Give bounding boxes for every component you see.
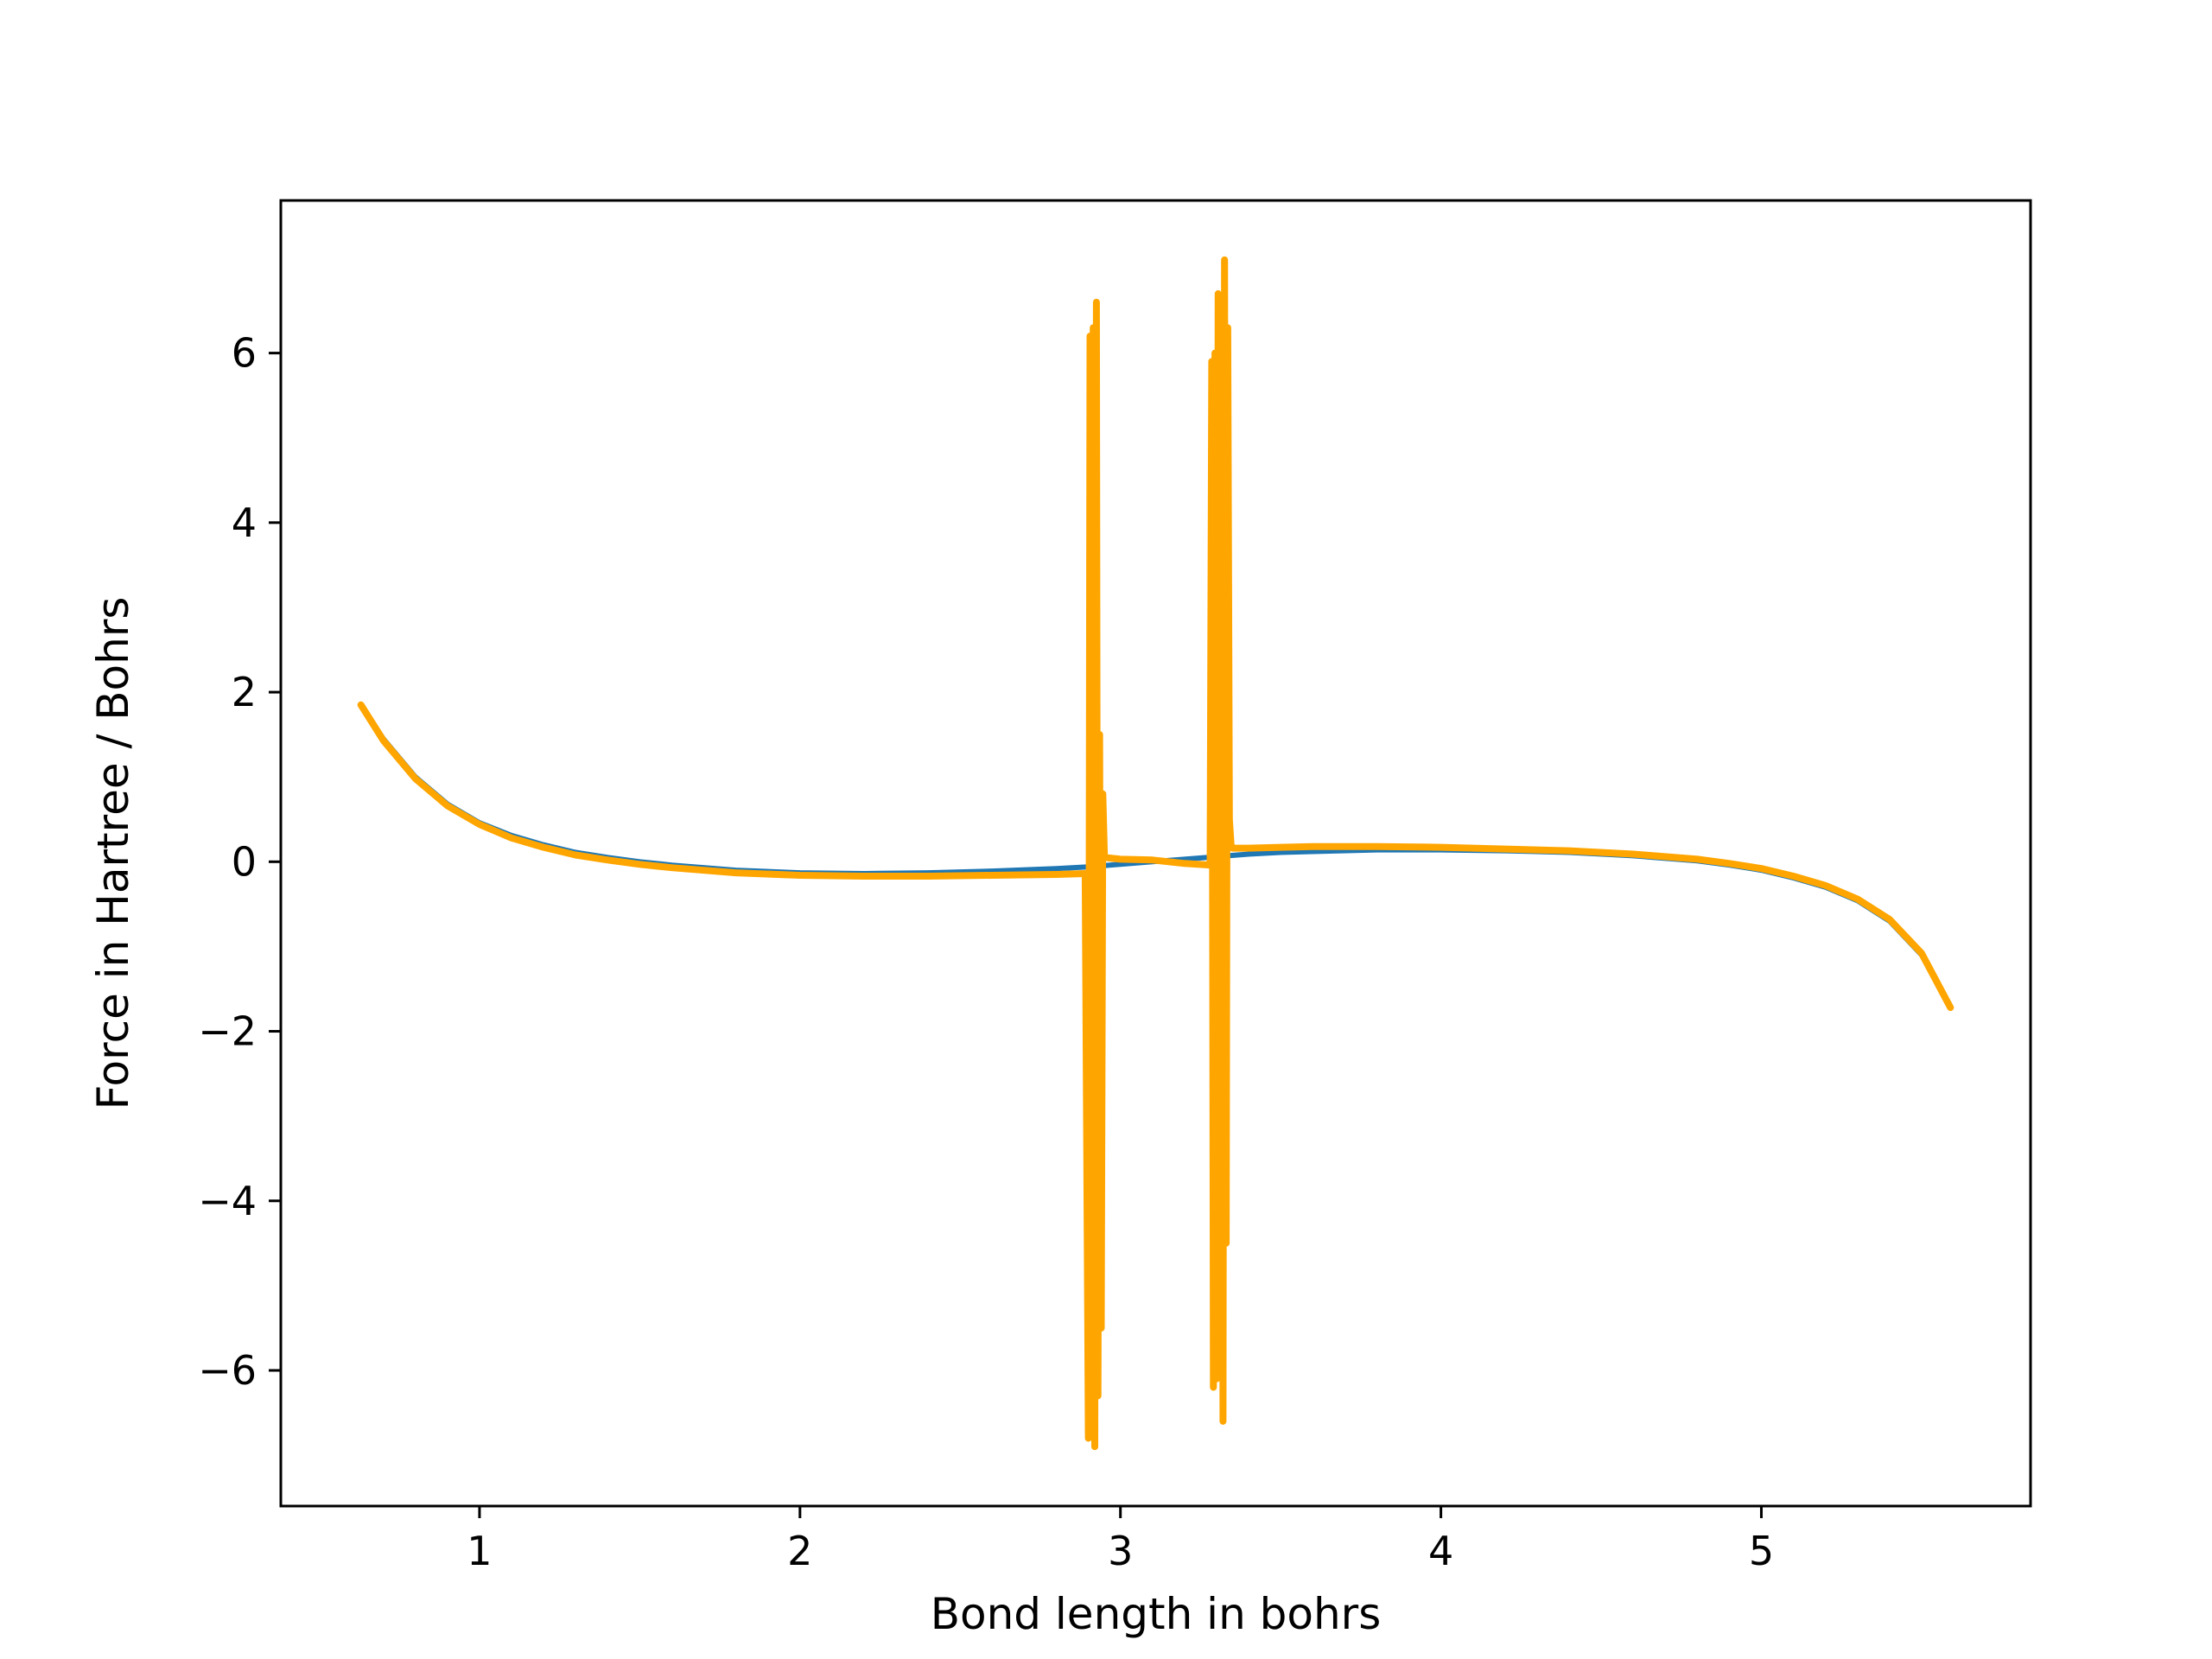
y-tick-label: −6 [198,1347,257,1394]
y-tick-label: 4 [232,499,257,546]
series-line-2 [357,256,1955,1451]
x-axis-label: Bond length in bohrs [931,1589,1382,1639]
x-tick-label: 2 [787,1528,812,1574]
plot-frame [279,199,2032,1508]
y-tick-label: −2 [198,1008,257,1055]
x-tick-label: 4 [1428,1528,1453,1574]
series-layer [357,256,1955,1451]
y-tick-label: 6 [232,330,257,377]
x-tick-label: 3 [1108,1528,1133,1574]
x-axis: 1 2 3 4 5 [467,1506,1774,1574]
x-tick-label: 1 [467,1528,492,1574]
y-tick-label: −4 [198,1178,257,1224]
y-tick-label: 0 [232,838,257,885]
y-axis: −6 −4 −2 0 2 4 6 [198,330,281,1394]
y-axis-label: Force in Hartree / Bohrs [88,597,138,1110]
x-tick-label: 5 [1749,1528,1774,1574]
y-tick-label: 2 [232,669,257,715]
